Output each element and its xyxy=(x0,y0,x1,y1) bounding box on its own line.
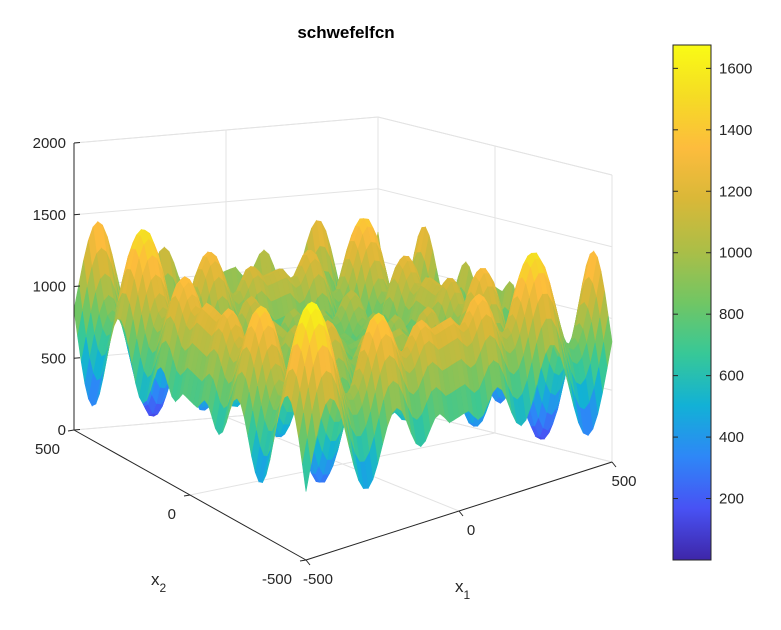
colorbar-tick-label: 1400 xyxy=(719,122,752,139)
x2-tick xyxy=(299,559,307,562)
x2-axis-label-base: x xyxy=(151,570,160,589)
x1-tick xyxy=(611,461,617,468)
x2-axis-label: x2 xyxy=(151,570,167,595)
x2-tick-label: 500 xyxy=(35,441,60,458)
z-grid-line xyxy=(73,188,613,248)
x1-axis-label-sub: 1 xyxy=(464,588,471,602)
z-tick-label: 2000 xyxy=(33,135,66,152)
x2-grid-line xyxy=(189,146,496,496)
x2-tick xyxy=(183,494,191,497)
chart-title: schwefelfcn xyxy=(297,23,394,42)
colorbar: 200 400 600 800 1000 1200 1400 1600 xyxy=(672,44,752,561)
x1-tick-label: 0 xyxy=(467,522,475,539)
axis-ticks: 0 500 1000 1500 2000 -500 0 500 -500 0 500 xyxy=(33,135,637,588)
z-tick-label: 1500 xyxy=(33,207,66,224)
z-tick-label: 500 xyxy=(41,350,66,367)
colorbar-tick-label: 1600 xyxy=(719,60,752,77)
x2-axis-label-sub: 2 xyxy=(160,581,167,595)
z-grid-line xyxy=(73,116,613,176)
x1-axis-label-base: x xyxy=(455,577,464,596)
colorbar-gradient xyxy=(672,44,712,561)
z-tick xyxy=(73,213,81,216)
surface-plot xyxy=(73,218,613,492)
x1-tick xyxy=(458,510,464,517)
z-tick xyxy=(73,357,81,359)
x1-axis-label: x1 xyxy=(455,577,471,602)
z-tick-label: 0 xyxy=(58,422,66,439)
colorbar-tick-label: 1000 xyxy=(719,245,752,262)
x2-tick-label: 0 xyxy=(168,506,176,523)
colorbar-tick-label: 400 xyxy=(719,429,744,446)
colorbar-tick-label: 800 xyxy=(719,306,744,323)
z-tick xyxy=(73,142,81,144)
x1-tick xyxy=(305,559,311,566)
z-tick xyxy=(73,285,81,287)
surface-patch xyxy=(302,438,312,492)
x1-tick-label: -500 xyxy=(303,571,333,588)
colorbar-tick-label: 1200 xyxy=(719,183,752,200)
x1-tick-label: 500 xyxy=(611,473,636,490)
z-tick xyxy=(73,429,81,431)
x2-tick-label: -500 xyxy=(262,571,292,588)
x2-tick xyxy=(67,429,75,432)
colorbar-tick-label: 600 xyxy=(719,368,744,385)
z-tick-label: 1000 xyxy=(33,279,66,296)
colorbar-tick-label: 200 xyxy=(719,491,744,508)
